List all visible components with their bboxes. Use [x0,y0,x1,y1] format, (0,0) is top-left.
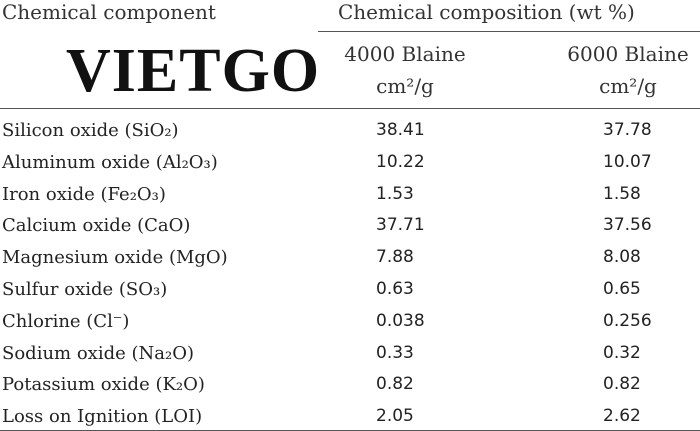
watermark: VIETGO [66,37,321,105]
cell-value: 37.71 [376,215,425,236]
header-component: Chemical component [2,0,216,24]
row-label: Potassium oxide (K₂O) [2,374,205,396]
column-unit: cm²/g [599,74,657,98]
cell-value: 1.58 [603,183,641,204]
row-label: Sodium oxide (Na₂O) [2,342,194,364]
header-rule [318,31,700,32]
column-title: 6000 Blaine [567,42,689,66]
cell-value: 1.53 [376,183,414,204]
column-unit: cm²/g [376,74,434,98]
cell-value: 0.82 [603,374,641,395]
column-title: 4000 Blaine [344,42,466,66]
row-label: Sulfur oxide (SO₃) [2,279,168,300]
cell-value: 0.33 [376,342,414,363]
cell-value: 37.78 [603,120,652,140]
cell-value: 7.88 [376,247,414,268]
row-label: Magnesium oxide (MgO) [2,247,228,269]
cell-value: 37.56 [603,215,652,236]
row-label: Aluminum oxide (Al₂O₃) [2,151,218,173]
row-label: Calcium oxide (CaO) [2,215,191,237]
cell-value: 0.65 [603,279,641,299]
row-label: Silicon oxide (SiO₂) [2,120,179,141]
header-composition: Chemical composition (wt %) [338,0,635,24]
row-label: Loss on Ignition (LOI) [2,406,203,428]
cell-value: 0.63 [376,279,414,299]
row-label: Iron oxide (Fe₂O₃) [2,183,166,205]
cell-value: 0.256 [603,310,652,331]
cell-value: 2.62 [603,406,641,427]
cell-value: 0.32 [603,342,641,363]
cell-value: 38.41 [376,120,425,140]
cell-value: 0.82 [376,374,414,395]
header-bottom-rule [0,108,700,109]
cell-value: 8.08 [603,247,641,268]
cell-value: 0.038 [376,310,425,331]
cell-value: 2.05 [376,406,414,427]
cell-value: 10.07 [603,151,652,172]
cell-value: 10.22 [376,151,425,172]
row-label: Chlorine (Cl⁻) [2,310,130,332]
